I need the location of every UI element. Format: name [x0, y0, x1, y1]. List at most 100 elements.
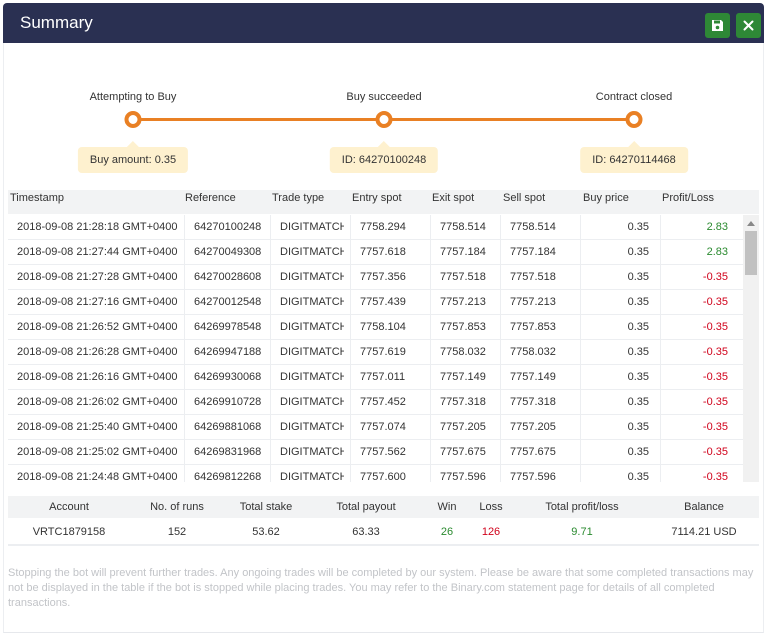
table-cell: 7757.853 [440, 321, 486, 333]
table-cell: 64270012548 [194, 296, 262, 308]
table-cell: -0.35 [702, 346, 728, 358]
column-divider [660, 465, 661, 482]
journey-step-label: Buy succeeded [346, 91, 422, 103]
transactions-scrollbar[interactable] [743, 215, 759, 482]
column-divider [430, 315, 431, 340]
table-cell: 2.83 [706, 221, 728, 233]
table-cell: 7757.318 [510, 396, 556, 408]
stats-row: VRTC1879158 152 53.62 63.33 26 126 9.71 7114.21… [8, 518, 759, 546]
column-divider [184, 465, 185, 482]
column-divider [350, 265, 351, 290]
column-divider [350, 440, 351, 465]
column-header: Entry spot [352, 192, 402, 204]
table-cell: 7758.294 [360, 221, 406, 233]
close-icon [743, 20, 754, 31]
table-cell: DIGITMATCH [280, 271, 344, 283]
column-divider [184, 390, 185, 415]
close-button[interactable] [736, 13, 761, 38]
journey-step-dot [124, 111, 142, 128]
table-cell: 64269881068 [194, 421, 262, 433]
stats-header-cell: No. of runs [150, 501, 204, 513]
stats-header-cell: Loss [479, 501, 503, 513]
column-divider [184, 315, 185, 340]
column-divider [350, 290, 351, 315]
column-divider [500, 290, 501, 315]
table-cell: 0.35 [627, 271, 649, 283]
column-divider [430, 465, 431, 482]
table-cell: DIGITMATCH [280, 421, 344, 433]
stats-value: 9.71 [571, 526, 593, 538]
table-cell: 7757.213 [510, 296, 556, 308]
stats-value: VRTC1879158 [32, 526, 106, 538]
column-divider [270, 440, 271, 465]
table-cell: 0.35 [627, 446, 649, 458]
table-cell: 64270100248 [194, 221, 262, 233]
column-header: Reference [185, 192, 236, 204]
table-row: 2018-09-08 21:27:16 GMT+0400 64270012548 D… [8, 290, 743, 315]
table-cell: DIGITMATCH [280, 446, 344, 458]
table-row: 2018-09-08 21:27:28 GMT+0400 64270028608 D… [8, 265, 743, 290]
table-cell: 7757.518 [510, 271, 556, 283]
table-cell: 0.35 [627, 221, 649, 233]
disclaimer-text: Stopping the bot will prevent further tr… [8, 567, 754, 609]
column-divider [660, 440, 661, 465]
table-cell: 2018-09-08 21:25:02 GMT+0400 [17, 446, 178, 458]
table-cell: 0.35 [627, 471, 649, 482]
stats-header-cell: Total profit/loss [545, 501, 619, 513]
save-button[interactable] [705, 13, 730, 38]
table-cell: 7757.562 [360, 446, 406, 458]
column-divider [270, 390, 271, 415]
table-row: 2018-09-08 21:25:02 GMT+0400 64269831968 D… [8, 440, 743, 465]
scroll-thumb[interactable] [745, 231, 757, 275]
scroll-up-icon[interactable] [747, 221, 755, 226]
column-divider [580, 340, 581, 365]
table-cell: 7757.213 [440, 296, 486, 308]
column-divider [270, 240, 271, 265]
column-divider [270, 465, 271, 482]
transactions-table[interactable]: 2018-09-08 21:28:18 GMT+0400 64270100248 D… [8, 215, 743, 482]
column-divider [660, 365, 661, 390]
table-cell: 7758.514 [510, 221, 556, 233]
column-divider [660, 215, 661, 240]
column-divider [580, 440, 581, 465]
column-divider [500, 365, 501, 390]
table-cell: -0.35 [702, 296, 728, 308]
column-divider [270, 215, 271, 240]
journey-step-info: ID: 64270114468 [580, 141, 688, 173]
column-divider [350, 415, 351, 440]
table-cell: 0.35 [627, 246, 649, 258]
column-divider [580, 415, 581, 440]
column-divider [660, 390, 661, 415]
table-cell: DIGITMATCH [280, 321, 344, 333]
table-cell: 7757.205 [440, 421, 486, 433]
column-divider [350, 340, 351, 365]
table-row: 2018-09-08 21:26:28 GMT+0400 64269947188 D… [8, 340, 743, 365]
journey-step-info: ID: 64270100248 [329, 141, 439, 173]
column-divider [660, 265, 661, 290]
column-divider [500, 415, 501, 440]
stats-value: 26 [440, 526, 454, 538]
table-cell: DIGITMATCH [280, 396, 344, 408]
table-cell: 0.35 [627, 421, 649, 433]
column-divider [660, 290, 661, 315]
table-cell: 64270049308 [194, 246, 262, 258]
table-cell: 7757.318 [440, 396, 486, 408]
table-cell: 7757.596 [510, 471, 556, 482]
table-cell: 7757.184 [510, 246, 556, 258]
column-divider [660, 415, 661, 440]
table-cell: 2018-09-08 21:24:48 GMT+0400 [17, 471, 178, 482]
save-icon [712, 20, 723, 31]
column-divider [270, 265, 271, 290]
table-cell: -0.35 [702, 421, 728, 433]
table-cell: DIGITMATCH [280, 246, 344, 258]
column-divider [500, 440, 501, 465]
table-cell: -0.35 [702, 271, 728, 283]
table-row: 2018-09-08 21:26:52 GMT+0400 64269978548 D… [8, 315, 743, 340]
table-cell: 0.35 [627, 396, 649, 408]
column-divider [350, 465, 351, 482]
column-divider [184, 215, 185, 240]
column-divider [350, 365, 351, 390]
table-cell: -0.35 [702, 471, 728, 482]
table-cell: 2018-09-08 21:27:44 GMT+0400 [17, 246, 178, 258]
table-cell: -0.35 [702, 371, 728, 383]
